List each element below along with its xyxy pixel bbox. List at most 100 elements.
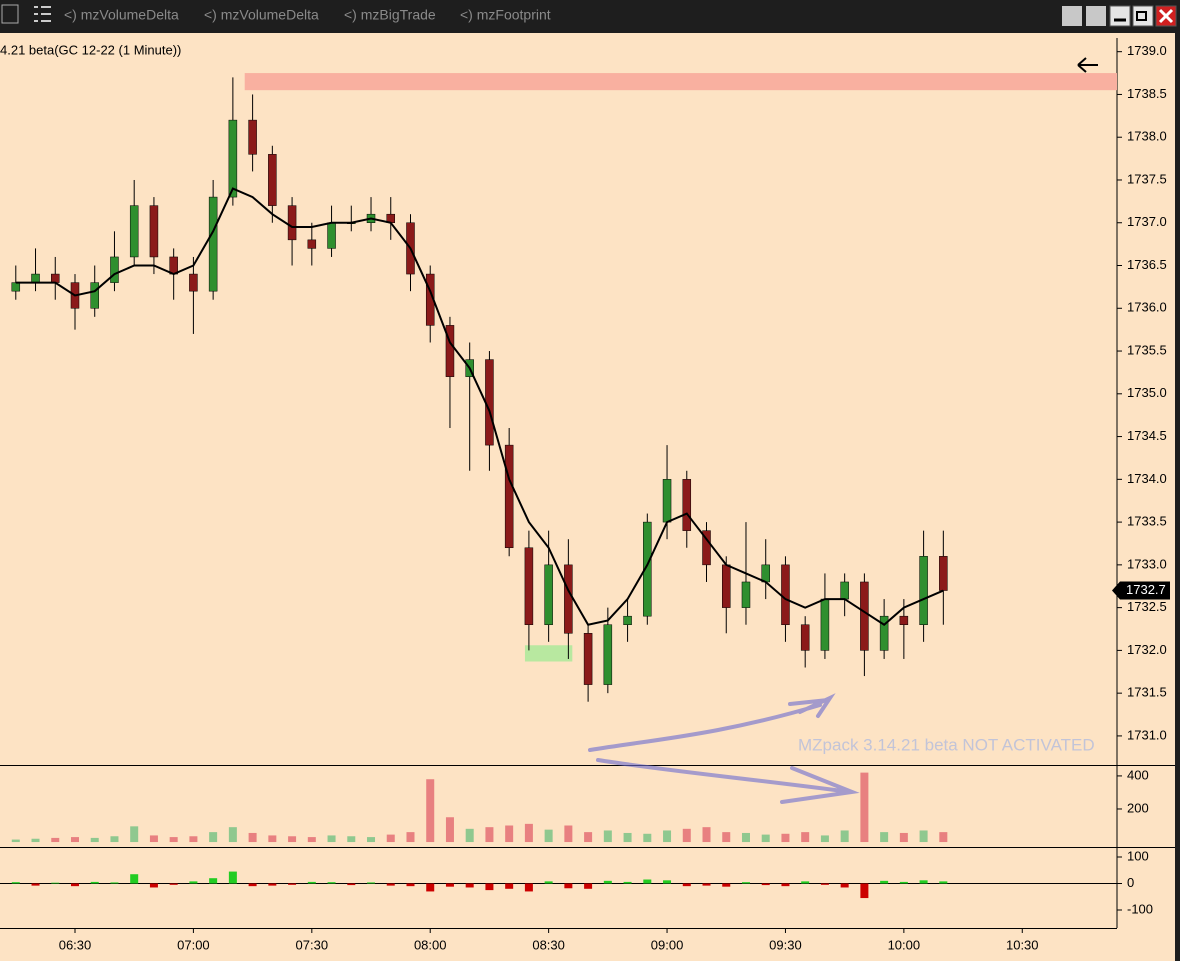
indicator-tab[interactable]: <) mzBigTrade [344, 7, 436, 23]
x-tick-label: 08:30 [532, 937, 565, 952]
volume-bar [189, 836, 198, 843]
delta-bar [268, 883, 277, 886]
candle-body [761, 564, 770, 583]
delta-bar [11, 882, 20, 884]
volume-bar [367, 837, 376, 843]
delta-bar [564, 883, 573, 889]
volume-bar [268, 835, 277, 843]
candle-body [741, 581, 751, 608]
volume-bar [386, 834, 395, 843]
volume-bar [149, 835, 158, 843]
delta-bar [426, 883, 435, 892]
volume-bar [524, 823, 533, 843]
candle-body [287, 205, 297, 241]
candle-body [899, 615, 909, 625]
volume-bar [110, 836, 119, 843]
toolbar [0, 0, 1180, 33]
delta-bar [288, 883, 297, 885]
delta-bar [919, 880, 928, 884]
volume-bar [307, 837, 316, 843]
delta-bar [663, 880, 672, 884]
candle-body [90, 282, 99, 309]
delta-bar [860, 883, 869, 899]
y-tick-label: 1736.0 [1127, 300, 1167, 315]
delta-bar [682, 883, 691, 887]
candle-body [682, 479, 692, 531]
delta-bar [781, 883, 790, 887]
delta-bar [130, 874, 139, 884]
indicator-tab[interactable]: <) mzVolumeDelta [64, 7, 179, 23]
delta-bar [90, 881, 99, 884]
window-button[interactable] [1062, 6, 1082, 26]
delta-bar [840, 883, 849, 888]
volume-bar [51, 837, 60, 843]
restore-glyph [1136, 11, 1147, 21]
drawn-arrows [588, 693, 860, 804]
volume-bar [840, 830, 849, 843]
delta-bar [367, 882, 376, 884]
delta-bar [801, 881, 810, 884]
candle-body [149, 205, 159, 258]
candle-body [31, 273, 40, 283]
x-tick-label: 10:00 [888, 937, 921, 952]
y-tick-label: 1731.5 [1127, 685, 1167, 700]
delta-bar [209, 878, 218, 884]
y-tick-label: 100 [1127, 848, 1149, 863]
delta-bar [110, 882, 119, 884]
y-tick-label: 1735.5 [1127, 342, 1167, 357]
y-tick-label: 1739.0 [1127, 43, 1167, 58]
delta-bar [327, 882, 336, 884]
candle-body [564, 564, 573, 634]
candle-body [248, 119, 257, 155]
candle-body [524, 547, 534, 625]
zone [524, 645, 573, 662]
window-border [1175, 33, 1180, 961]
y-tick-label: 1738.0 [1127, 129, 1167, 144]
candle-body [583, 633, 593, 685]
delta-bar [248, 883, 257, 887]
volume-bar [465, 828, 474, 843]
candle-body [544, 564, 553, 625]
volume-bar [347, 836, 356, 843]
y-tick-label: 1733.5 [1127, 514, 1167, 529]
delta-bar [584, 883, 593, 889]
delta-bar [524, 883, 533, 892]
candle-body [228, 119, 238, 198]
candle-body [919, 556, 928, 625]
x-tick-label: 07:00 [177, 937, 210, 952]
menu-icon[interactable] [34, 6, 51, 22]
volume-bar [919, 830, 928, 843]
toolbar-icon[interactable] [1, 4, 19, 24]
delta-bar [406, 883, 415, 887]
indicator-tab[interactable]: <) mzVolumeDelta [204, 7, 319, 23]
volume-bar [939, 832, 948, 843]
volume-bar [702, 827, 711, 843]
candle-body [840, 581, 849, 600]
candle-body [623, 615, 632, 625]
y-tick-label: 200 [1127, 800, 1149, 815]
minimize-button[interactable] [1109, 5, 1131, 27]
volume-bar [209, 832, 218, 843]
window-button[interactable] [1086, 6, 1106, 26]
volume-bar [801, 832, 810, 843]
volume-bar [564, 825, 573, 843]
x-tick-label: 09:30 [769, 937, 802, 952]
y-tick-label: 400 [1127, 767, 1149, 782]
x-tick-label: 09:00 [651, 937, 684, 952]
indicator-tab[interactable]: <) mzFootprint [460, 7, 551, 23]
delta-bar [544, 881, 553, 884]
delta-bar [899, 881, 908, 884]
volume-bar [623, 832, 632, 843]
volume-bar [899, 832, 908, 843]
candle-body [268, 154, 277, 206]
delta-bar [485, 883, 494, 891]
y-tick-label: 1731.0 [1127, 727, 1167, 742]
volume-bar [248, 832, 257, 843]
y-tick-label: 0 [1127, 875, 1134, 890]
y-tick-label: 1735.0 [1127, 385, 1167, 400]
back-arrow[interactable] [1077, 57, 1098, 73]
delta-bar [643, 879, 652, 884]
volume-bar [860, 772, 869, 843]
